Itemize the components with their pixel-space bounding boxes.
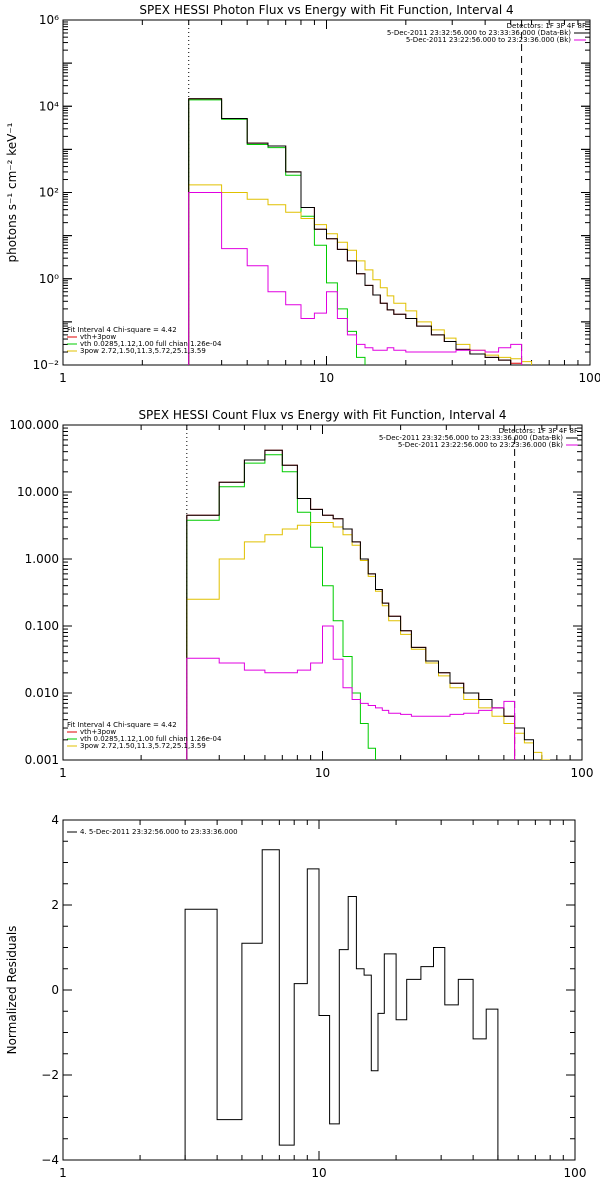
x-tick-label: 100 (571, 766, 594, 780)
y-tick-label: 4 (51, 813, 59, 827)
y-tick-label: 0 (51, 983, 59, 997)
chart-panel-3: Normalized Residuals 1 10 100 −4 −2 0 2 4 4. 5-De… (5, 813, 586, 1180)
series-line-2 (186, 454, 376, 760)
legend-left-label: Fit Interval 4 Chi-square = 4.42 (67, 326, 177, 334)
y-tick-label: 0.001 (25, 753, 59, 767)
series-line-5 (188, 192, 523, 365)
series-line-1 (186, 449, 516, 760)
y-tick-label: 100.000 (9, 418, 59, 432)
x-tick-label: 10 (319, 371, 334, 385)
y-tick-label: −4 (41, 1153, 59, 1167)
series-line-4 (188, 98, 512, 365)
y-tick-label: 10² (39, 186, 59, 200)
legend-right-label: 5-Dec-2011 23:22:56.000 to 23:23:36.000 … (406, 36, 571, 44)
chart-title: SPEX HESSI Photon Flux vs Energy with Fi… (139, 3, 513, 17)
chart-title: SPEX HESSI Count Flux vs Energy with Fit… (138, 408, 506, 422)
y-tick-label: 0.100 (25, 619, 59, 633)
series-line-1 (188, 98, 523, 365)
x-tick-label: 1 (59, 766, 67, 780)
series-line-3 (188, 184, 532, 365)
y-tick-label: −2 (41, 1068, 59, 1082)
legend-right-label: 5-Dec-2011 23:32:56.000 to 23:33:36.000 … (379, 434, 563, 442)
chart-panel-2: SPEX HESSI Count Flux vs Energy with Fit… (9, 408, 594, 780)
x-tick-label: 1 (59, 371, 67, 385)
legend-left-label: vth 0.0285,1.12,1.00 full chian 1.26e-04 (80, 340, 222, 348)
legend-left-label: 3pow 2.72,1.50,11.3,5.72,25.1,3.59 (80, 347, 206, 355)
series-line-1 (184, 849, 509, 1160)
y-tick-label: 2 (51, 898, 59, 912)
x-tick-label: 1 (59, 1166, 67, 1180)
y-tick-label: 10⁻² (33, 358, 60, 372)
legend-left-label: vth+3pow (80, 728, 116, 736)
x-tick-label: 10 (315, 766, 330, 780)
series-line-5 (186, 625, 516, 760)
series-line-4 (186, 449, 534, 760)
series-line-2 (188, 99, 366, 365)
y-tick-label: 10⁴ (39, 99, 59, 113)
legend-left-label: Fit Interval 4 Chi-square = 4.42 (67, 721, 177, 729)
legend-left-label: vth+3pow (80, 333, 116, 341)
y-tick-label: 10.000 (17, 485, 59, 499)
y-tick-label: 10⁰ (39, 272, 59, 286)
y-tick-label: 1.000 (25, 552, 59, 566)
legend-right-label: 5-Dec-2011 23:32:56.000 to 23:33:36.000 … (387, 29, 571, 37)
legend-right-label: 5-Dec-2011 23:22:56.000 to 23:23:36.000 … (398, 441, 563, 449)
x-tick-label: 100 (579, 371, 600, 385)
y-tick-label: 10⁶ (39, 13, 59, 27)
legend-left-label: vth 0.0285,1.12,1.00 full chian 1.26e-04 (80, 735, 222, 743)
legend-left-label: 4. 5-Dec-2011 23:32:56.000 to 23:33:36.0… (80, 828, 238, 836)
x-tick-label: 100 (564, 1166, 587, 1180)
legend-left-label: 3pow 2.72,1.50,11.3,5.72,25.1,3.59 (80, 742, 206, 750)
y-tick-label: 0.010 (25, 686, 59, 700)
chart-panel-1: SPEX HESSI Photon Flux vs Energy with Fi… (5, 3, 600, 385)
x-tick-label: 10 (311, 1166, 326, 1180)
y-axis-label: Normalized Residuals (5, 926, 19, 1055)
legend-right-label: Detectors: 1F 3F 4F 8F (499, 427, 578, 435)
legend-right-label: Detectors: 1F 3F 4F 8F (507, 22, 586, 30)
y-axis-label: photons s⁻¹ cm⁻² keV⁻¹ (5, 122, 19, 262)
